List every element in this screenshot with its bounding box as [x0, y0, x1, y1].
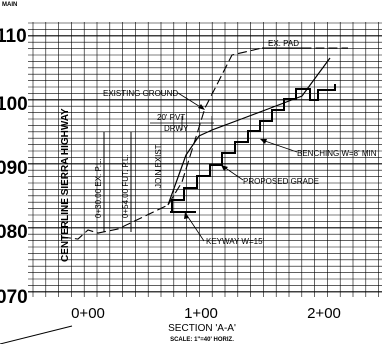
- drwy-label: DRWY: [164, 124, 189, 133]
- elevation-label-100: 100: [0, 94, 28, 115]
- scale-text: SCALE: 1"=40' HORIZ.: [170, 337, 234, 343]
- elevation-label-090: 090: [0, 158, 28, 179]
- existing-ground-arrow: [198, 104, 205, 110]
- benching-leader: [261, 139, 298, 153]
- grid: [28, 22, 382, 297]
- ex-pad-label: EX. PAD: [268, 39, 299, 48]
- existing-ground-label: EXISTING GROUND: [103, 89, 178, 98]
- section-title: SECTION 'A-A': [168, 323, 236, 334]
- elevation-labels: 110 100 090 080 070: [0, 26, 28, 308]
- station-labels: 0+00 1+00 2+00: [71, 305, 341, 322]
- benching-steps: [171, 88, 336, 212]
- station-label-0: 0+00: [71, 305, 105, 322]
- elevation-label-080: 080: [0, 222, 28, 243]
- keyway-leader: [185, 213, 205, 242]
- benching-label: BENCHING W=8' MIN: [297, 149, 377, 158]
- existing-ground-line: [61, 47, 348, 240]
- station-label-2: 2+00: [307, 305, 341, 322]
- elevation-label-110: 110: [0, 26, 27, 47]
- centerline-label: CENTERLINE SIERRA HIGHWAY: [60, 108, 71, 262]
- keyway-arrow: [184, 212, 189, 219]
- fut-pl-label: 0+54.00 FUT. P.L.: [121, 154, 130, 218]
- pvt-label: 20' PVT: [157, 113, 185, 122]
- existing-ground-leader: [177, 92, 203, 109]
- join-exist-label: JOIN EXIST.: [154, 143, 163, 188]
- proposed-grade-arrow: [221, 165, 228, 171]
- header-label: MAIN: [2, 2, 17, 8]
- elevation-label-070: 070: [0, 287, 28, 308]
- proposed-grade-label: PROPOSED GRADE: [243, 177, 319, 186]
- stray-line: [0, 325, 73, 344]
- keyway-label: KEYWAY W=15': [206, 237, 265, 246]
- proposed-grade-leader: [223, 166, 244, 181]
- station-label-1: 1+00: [184, 305, 218, 322]
- benching-arrow: [260, 139, 267, 144]
- ex-pl-label: 0+30.00 EX. P.L.: [94, 158, 103, 218]
